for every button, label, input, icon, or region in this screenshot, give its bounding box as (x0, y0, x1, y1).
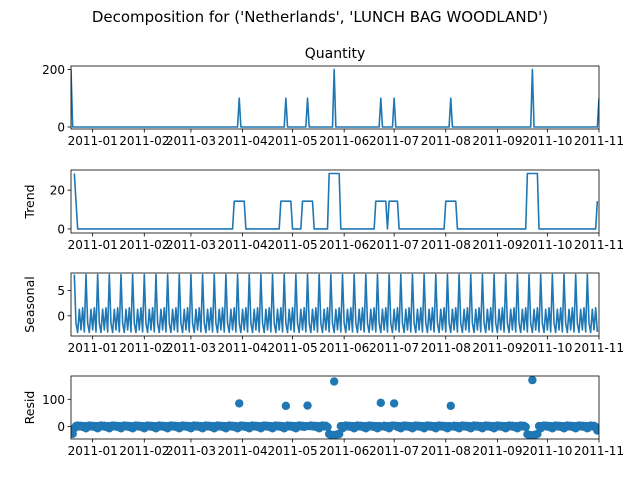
x-tick-label: 2011-03 (166, 444, 216, 458)
resid-point (303, 401, 312, 410)
x-tick-label: 2011-01 (68, 238, 118, 252)
x-tick-label: 2011-04 (217, 341, 267, 355)
resid-point (446, 401, 455, 411)
resid-point (235, 399, 244, 408)
x-tick-label: 2011-11 (574, 134, 624, 148)
resid-point (329, 377, 339, 386)
x-tick-label: 2011-11 (574, 341, 624, 355)
x-tick-label: 2011-11 (574, 444, 624, 458)
x-tick-label: 2011-02 (119, 341, 169, 355)
x-tick-label: 2011-03 (166, 238, 216, 252)
y-tick-label: 0 (57, 309, 65, 323)
y-tick-label: 20 (50, 184, 65, 198)
x-tick-label: 2011-04 (217, 238, 267, 252)
x-tick-label: 2011-07 (369, 238, 419, 252)
x-tick-label: 2011-10 (522, 444, 572, 458)
figure-title: Decomposition for ('Netherlands', 'LUNCH… (92, 8, 548, 26)
resid-point (281, 401, 291, 411)
x-tick-label: 2011-03 (166, 341, 216, 355)
y-tick-label: 0 (57, 420, 65, 434)
resid-point (376, 398, 385, 408)
panel-frame (70, 375, 600, 440)
x-tick-label: 2011-09 (472, 238, 522, 252)
x-tick-label: 2011-09 (472, 134, 522, 148)
x-tick-label: 2011-02 (119, 444, 169, 458)
series-line (73, 172, 599, 230)
plot-area (73, 273, 599, 334)
resid-point (521, 422, 530, 432)
x-tick-label: 2011-10 (522, 134, 572, 148)
panel-frame (70, 169, 600, 234)
series-line (71, 68, 599, 128)
x-tick-label: 2011-08 (421, 444, 471, 458)
x-tick-label: 2011-07 (369, 444, 419, 458)
x-tick-label: 2011-05 (267, 134, 317, 148)
plot-area (73, 172, 599, 230)
plot-area (71, 68, 599, 128)
x-tick-label: 2011-11 (574, 238, 624, 252)
y-axis-label: Seasonal (22, 276, 37, 333)
x-tick-label: 2011-08 (421, 238, 471, 252)
x-tick-label: 2011-02 (119, 134, 169, 148)
panel-frame (70, 65, 600, 130)
resid-point (389, 399, 399, 408)
x-tick-label: 2011-09 (472, 444, 522, 458)
y-tick-label: 0 (57, 222, 65, 236)
x-tick-label: 2011-10 (522, 238, 572, 252)
y-tick-label: 5 (57, 284, 65, 298)
resid-point (593, 426, 599, 435)
resid-point (323, 422, 332, 432)
y-tick-label: 100 (42, 393, 65, 407)
y-axis-label: Resid (22, 391, 37, 425)
resid-point (528, 376, 537, 385)
x-tick-label: 2011-05 (267, 341, 317, 355)
x-tick-label: 2011-06 (319, 134, 369, 148)
x-tick-label: 2011-03 (166, 134, 216, 148)
x-tick-label: 2011-04 (217, 134, 267, 148)
panel-frame (70, 272, 600, 337)
x-tick-label: 2011-09 (472, 341, 522, 355)
x-tick-label: 2011-10 (522, 341, 572, 355)
y-tick-label: 0 (57, 120, 65, 134)
x-tick-label: 2011-05 (267, 238, 317, 252)
x-tick-label: 2011-01 (68, 341, 118, 355)
series-line (73, 273, 599, 334)
x-tick-label: 2011-04 (217, 444, 267, 458)
plot-area (71, 376, 599, 439)
x-tick-label: 2011-06 (319, 444, 369, 458)
resid-point (71, 429, 77, 438)
x-tick-label: 2011-08 (421, 134, 471, 148)
x-tick-label: 2011-06 (319, 238, 369, 252)
subplot-title: Quantity (305, 46, 366, 62)
x-tick-label: 2011-06 (319, 341, 369, 355)
x-tick-label: 2011-05 (267, 444, 317, 458)
y-axis-label: Trend (22, 184, 37, 219)
x-tick-label: 2011-08 (421, 341, 471, 355)
x-tick-label: 2011-02 (119, 238, 169, 252)
x-tick-label: 2011-07 (369, 341, 419, 355)
y-tick-label: 200 (42, 63, 65, 77)
x-tick-label: 2011-07 (369, 134, 419, 148)
x-tick-label: 2011-01 (68, 134, 118, 148)
x-tick-label: 2011-01 (68, 444, 118, 458)
